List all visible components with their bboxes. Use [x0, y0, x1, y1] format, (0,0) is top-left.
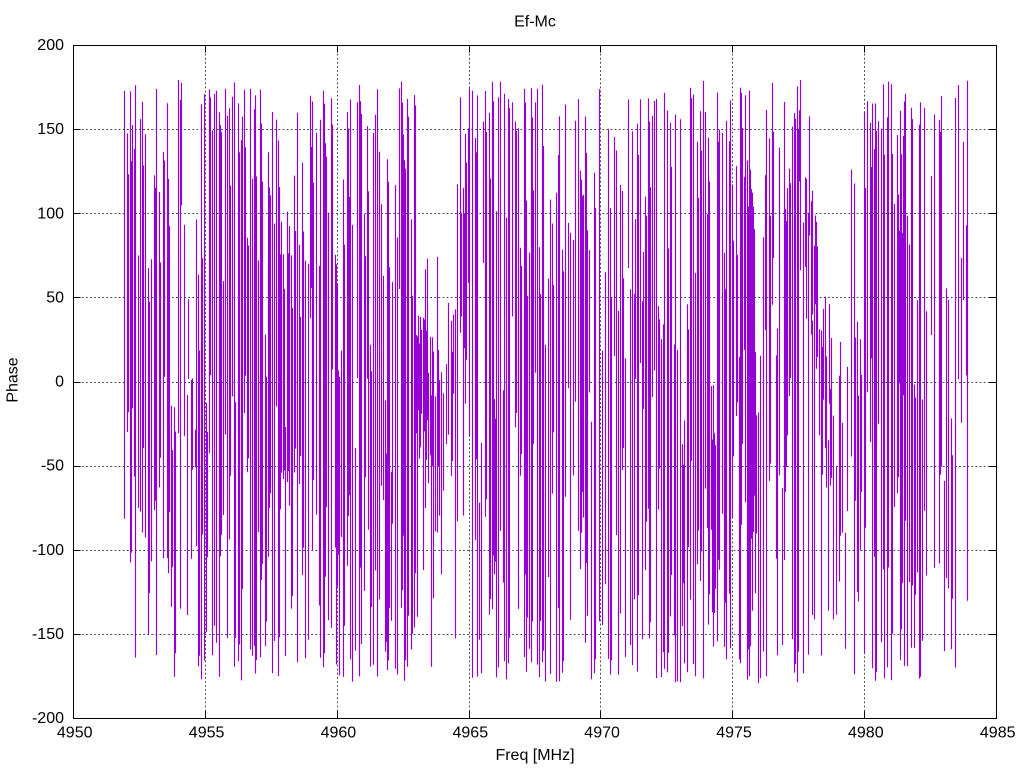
svg-text:Ef-Mc: Ef-Mc	[514, 13, 556, 30]
svg-text:4970: 4970	[584, 725, 620, 742]
svg-text:4985: 4985	[980, 725, 1016, 742]
svg-text:Phase: Phase	[4, 357, 21, 402]
svg-text:50: 50	[46, 289, 64, 306]
svg-text:4950: 4950	[57, 725, 93, 742]
svg-text:-50: -50	[41, 458, 64, 475]
svg-text:Freq [MHz]: Freq [MHz]	[495, 747, 574, 764]
svg-text:0: 0	[55, 374, 64, 391]
svg-text:-200: -200	[32, 710, 64, 727]
svg-text:100: 100	[37, 205, 64, 222]
svg-text:-150: -150	[32, 626, 64, 643]
svg-text:-100: -100	[32, 542, 64, 559]
svg-text:4980: 4980	[848, 725, 884, 742]
svg-text:4955: 4955	[189, 725, 225, 742]
svg-text:4965: 4965	[453, 725, 489, 742]
svg-text:4975: 4975	[716, 725, 752, 742]
svg-text:4960: 4960	[321, 725, 357, 742]
svg-text:200: 200	[37, 37, 64, 54]
svg-text:150: 150	[37, 121, 64, 138]
